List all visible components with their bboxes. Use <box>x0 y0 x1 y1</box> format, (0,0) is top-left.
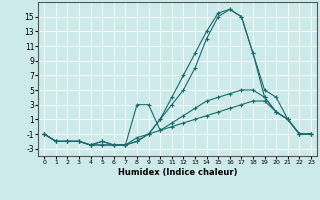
X-axis label: Humidex (Indice chaleur): Humidex (Indice chaleur) <box>118 168 237 177</box>
